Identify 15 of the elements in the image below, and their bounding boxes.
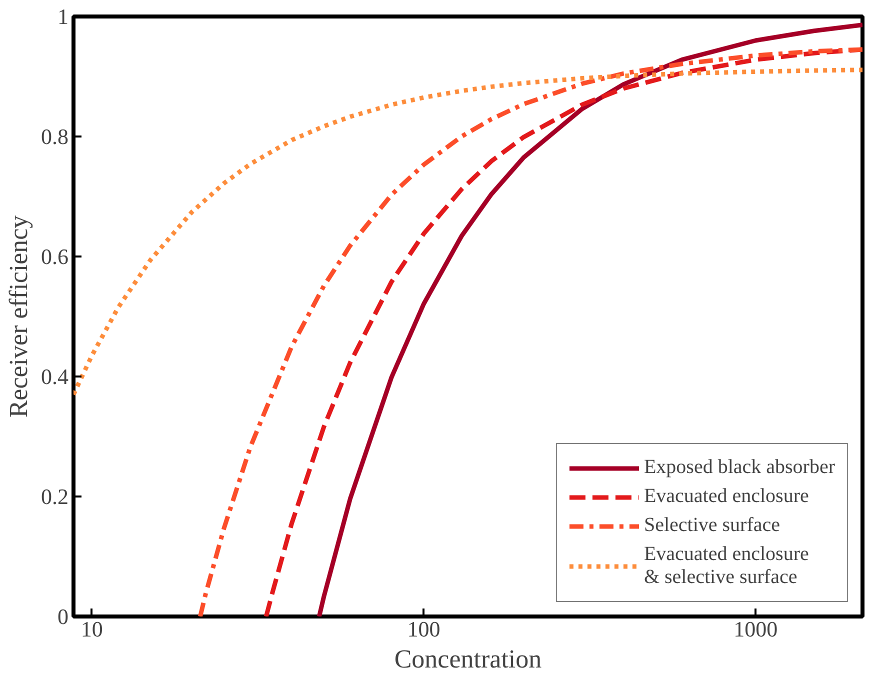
legend-label: Selective surface (644, 514, 780, 537)
x-tick-label: 100 (407, 616, 440, 642)
x-axis-title: Concentration (394, 644, 542, 674)
y-tick-label: 1 (58, 4, 68, 29)
y-tick-label: 0 (58, 604, 68, 629)
legend-label: Exposed black absorber (644, 456, 835, 479)
legend-label: Evacuated enclosure (644, 485, 809, 508)
y-tick-label: 0.8 (41, 124, 68, 149)
y-tick-label: 0.6 (41, 244, 68, 269)
y-tick-label: 0.4 (41, 364, 68, 389)
legend-label: Evacuated enclosure & selective surface (644, 543, 809, 589)
y-axis-title: Receiver efficiency (4, 215, 33, 418)
y-tick-label: 0.2 (41, 484, 68, 509)
x-tick-label: 10 (80, 616, 103, 642)
x-tick-label: 1000 (734, 616, 778, 642)
